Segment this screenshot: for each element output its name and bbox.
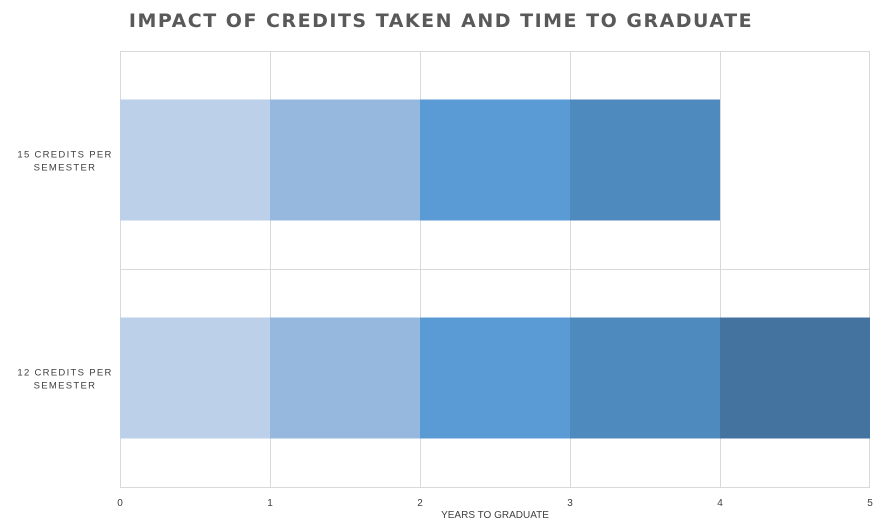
- category-labels: 15 CREDITS PER SEMESTER 12 CREDITS PER SEME…: [17, 150, 112, 392]
- chart-title: IMPACT OF CREDITS TAKEN AND TIME TO GRAD…: [128, 10, 754, 32]
- bar-segment: [720, 317, 870, 439]
- x-tick-label: 4: [717, 498, 723, 509]
- bar-segment: [420, 99, 570, 221]
- bar-segment: [570, 317, 720, 439]
- bar-segment: [120, 99, 270, 221]
- bars: [120, 99, 870, 439]
- bar-segment: [270, 317, 420, 439]
- bar-segment: [570, 99, 720, 221]
- category-label: 12 CREDITS PER SEMESTER: [17, 368, 112, 392]
- x-tick-label: 2: [417, 498, 423, 509]
- x-axis-title: YEARS TO GRADUATE: [441, 510, 549, 521]
- x-tick-label: 5: [867, 498, 873, 509]
- bar-segment: [420, 317, 570, 439]
- bar-segment: [270, 99, 420, 221]
- x-tick-label: 1: [267, 498, 273, 509]
- category-label: 15 CREDITS PER SEMESTER: [17, 150, 112, 174]
- x-axis-ticks: 0 1 2 3 4 5: [117, 498, 873, 509]
- x-tick-label: 3: [567, 498, 573, 509]
- x-tick-label: 0: [117, 498, 123, 509]
- bar-segment: [120, 317, 270, 439]
